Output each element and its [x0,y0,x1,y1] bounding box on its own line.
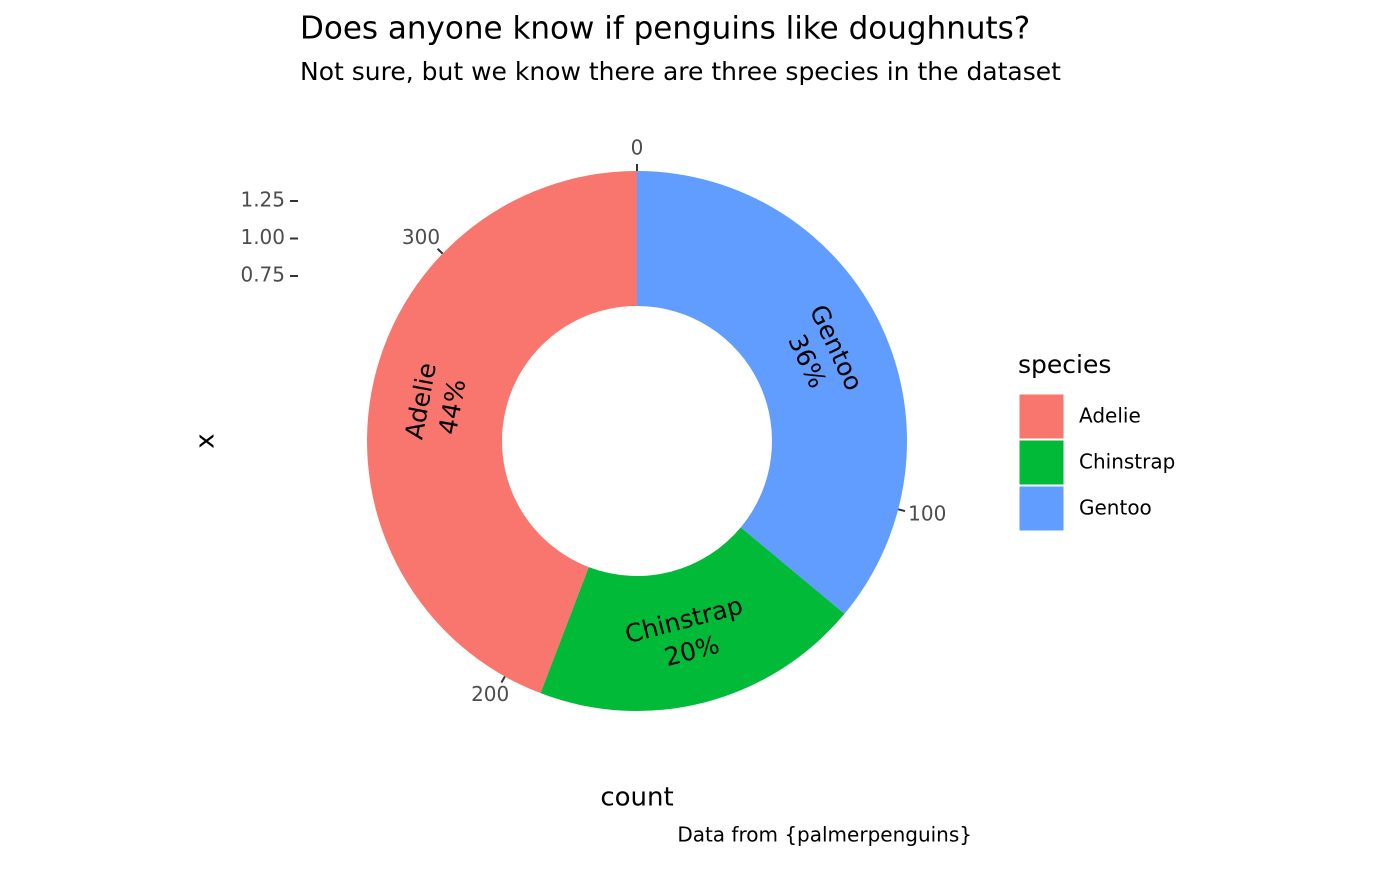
y-tick-label: 0.75 [240,263,285,287]
x-tick-label: 200 [471,682,509,706]
x-tick-label: 300 [402,225,440,249]
chart-subtitle: Not sure, but we know there are three sp… [300,57,1061,86]
donut-segment [637,171,907,614]
chart-title: Does anyone know if penguins like doughn… [300,11,1030,47]
x-tick [500,675,506,684]
legend-title: species [1018,350,1111,379]
y-tick-label: 1.25 [240,188,285,212]
legend-label: Chinstrap [1079,450,1175,474]
legend-swatch [1018,439,1065,486]
legend-swatch [1018,393,1065,440]
x-tick [897,508,906,513]
y-axis-title: x [191,433,221,448]
y-tick-label: 1.00 [240,225,285,249]
x-axis-title: count [600,783,673,813]
donut-segment [540,527,845,711]
legend-swatch [1018,485,1065,532]
legend-label: Adelie [1079,404,1141,428]
legend-label: Gentoo [1079,496,1152,520]
donut-segment [367,171,637,694]
caption: Data from {palmerpenguins} [677,823,972,847]
x-tick-label: 100 [908,501,946,525]
x-tick [436,248,444,255]
x-tick-label: 0 [631,136,644,160]
